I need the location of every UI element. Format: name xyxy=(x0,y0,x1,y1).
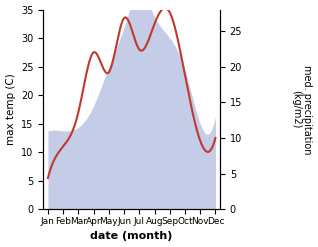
Y-axis label: max temp (C): max temp (C) xyxy=(5,74,16,145)
X-axis label: date (month): date (month) xyxy=(91,231,173,242)
Y-axis label: med. precipitation
(kg/m2): med. precipitation (kg/m2) xyxy=(291,65,313,154)
